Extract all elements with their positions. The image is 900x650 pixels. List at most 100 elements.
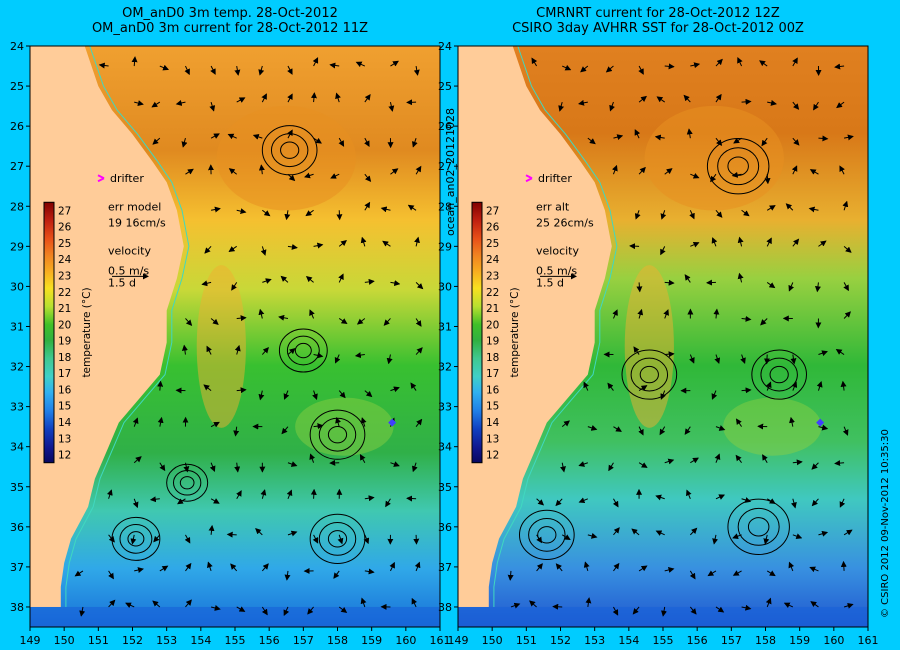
current-vector: [587, 137, 596, 145]
colorbar-tick-label: 20: [486, 319, 499, 331]
colorbar-tick-label: 19: [58, 336, 71, 348]
current-vector: [284, 210, 291, 221]
current-streamline: [727, 156, 749, 176]
current-vector: [510, 602, 521, 609]
current-vector: [355, 61, 366, 68]
current-vector: [732, 533, 742, 540]
current-vector: [792, 101, 800, 110]
current-vector: [631, 528, 640, 536]
lat-tick-label: 35: [10, 481, 24, 494]
eddy-region: [723, 397, 822, 456]
current-vector: [634, 129, 641, 139]
current-vector: [818, 135, 829, 142]
current-vector: [108, 534, 115, 543]
current-vector: [689, 354, 695, 364]
lat-tick-label: 28: [10, 200, 24, 213]
current-streamline: [166, 463, 209, 502]
lon-tick-label: 152: [122, 634, 143, 647]
current-vector: [536, 534, 543, 544]
current-vector: [312, 57, 319, 67]
current-vector: [741, 497, 752, 503]
current-vector: [364, 390, 373, 398]
current-streamline: [278, 328, 328, 373]
velocity-scale: 0.5 m/s: [108, 264, 149, 277]
side-label: ocean_an02_20121028: [444, 108, 457, 236]
current-vector: [283, 390, 290, 400]
current-vector: [792, 238, 800, 247]
current-streamline: [621, 349, 678, 400]
right-panel-title: CMRNRT current for 28-Oct-2012 12Z CSIRO…: [448, 6, 868, 36]
current-vector: [792, 57, 798, 67]
current-vector: [185, 562, 192, 572]
current-vector: [149, 496, 160, 503]
current-vector: [338, 606, 348, 614]
current-vector: [287, 530, 298, 537]
current-streamline: [630, 357, 669, 392]
lat-tick-label: 33: [10, 401, 24, 414]
current-vector: [818, 240, 827, 247]
current-vector: [159, 565, 169, 572]
land-mass: [30, 46, 184, 607]
current-vector: [380, 206, 391, 213]
current-vector: [762, 454, 768, 463]
lat-tick-label: 30: [438, 280, 452, 293]
current-vector: [835, 348, 845, 355]
current-vector: [157, 380, 164, 391]
current-vector: [605, 65, 614, 73]
lat-tick-label: 32: [10, 361, 24, 374]
colorbar: [43, 201, 55, 464]
lat-tick-label: 30: [10, 280, 24, 293]
lon-tick-label: 160: [395, 634, 416, 647]
current-vector: [792, 533, 803, 540]
current-vector: [313, 352, 324, 359]
drifter-legend-label: drifter: [538, 172, 572, 185]
current-vector: [312, 390, 318, 401]
current-vector: [307, 606, 314, 615]
current-vector: [690, 172, 700, 179]
current-vector: [818, 530, 829, 537]
colorbar-tick-label: 12: [486, 450, 499, 462]
current-vector: [843, 245, 852, 253]
err-value: 25 26cm/s: [536, 216, 594, 229]
current-vector: [733, 137, 742, 144]
current-vector: [184, 534, 191, 544]
current-vector: [208, 524, 215, 535]
current-vector: [159, 462, 166, 472]
current-vector: [659, 426, 666, 436]
current-vector: [131, 56, 138, 67]
current-streamline: [519, 509, 575, 560]
current-vector: [364, 173, 372, 182]
current-vector: [228, 245, 237, 252]
lat-tick-label: 27: [438, 160, 452, 173]
colorbar-tick-label: 21: [58, 303, 71, 315]
current-vector: [818, 350, 828, 357]
current-vector: [255, 528, 263, 536]
current-vector: [337, 534, 344, 545]
current-vector: [737, 236, 744, 247]
current-vector: [313, 137, 322, 144]
err-label: err alt: [536, 200, 570, 213]
lat-tick-label: 33: [438, 401, 452, 414]
current-vector: [210, 604, 221, 611]
err-value: 19 16cm/s: [108, 216, 166, 229]
current-vector: [389, 561, 395, 572]
current-vector: [583, 561, 590, 572]
current-vector: [415, 418, 423, 427]
current-vector: [612, 309, 618, 319]
current-vector: [153, 534, 161, 543]
current-vector: [280, 275, 289, 283]
colorbar-tick-label: 23: [58, 271, 71, 283]
current-vector: [210, 421, 220, 428]
current-vector: [330, 173, 340, 179]
current-vector: [207, 561, 213, 572]
current-vector: [660, 246, 666, 256]
current-vector: [741, 387, 752, 394]
current-vector: [390, 168, 399, 175]
current-vector: [560, 462, 566, 473]
current-vector: [840, 560, 847, 571]
current-vector: [843, 311, 851, 319]
current-vector: [638, 426, 644, 436]
current-vector: [411, 137, 418, 148]
current-vector: [310, 488, 317, 499]
drifter-position: [816, 418, 825, 427]
